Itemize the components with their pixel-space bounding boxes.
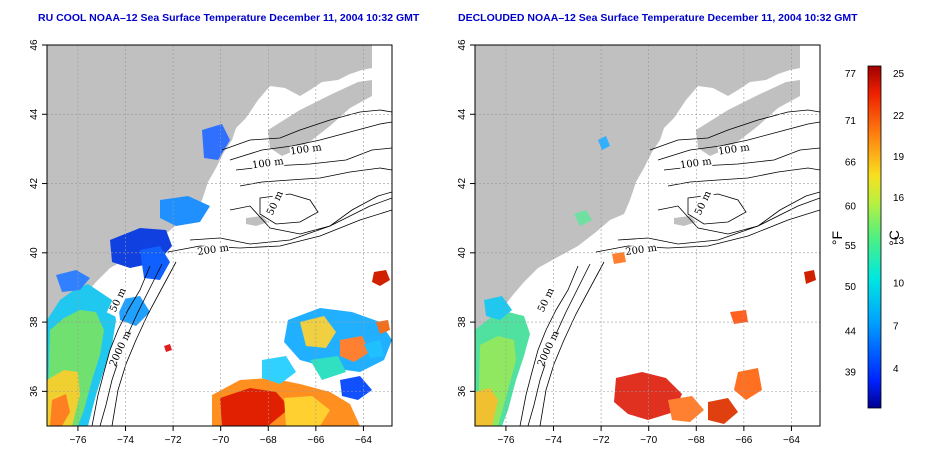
colorbar-c-tick: 22 [893,111,905,122]
map-title-right: DECLOUDED NOAA–12 Sea Surface Temperatur… [458,12,858,24]
x-tick-label: −74 [545,435,562,446]
x-tick-label: −72 [593,435,610,446]
land-island [246,216,268,226]
contour-label-bg [624,242,658,259]
colorbar-f-tick: 44 [845,327,857,338]
contour-label: 100 m [251,156,284,171]
y-axis-left: 36 38 40 42 44 46 [29,39,47,397]
map-panel-right: −76 −74 −72 −70 −68 −66 −64 36 38 40 42 44 46 100 m… [457,39,821,446]
contour-label: 200 m [197,243,230,258]
y-axis-right: 36 38 40 42 44 46 [457,39,475,397]
contour-label: 200 m [625,243,658,258]
y-tick-label: 46 [29,39,40,51]
contour-label-bg [679,156,713,172]
x-tick-label: −70 [212,435,229,446]
x-tick-label: −66 [307,435,324,446]
x-tick-label: −68 [260,435,277,446]
grid-lines-left [47,45,392,426]
colorbar-c-tick: 13 [893,236,905,247]
map-frame-right [474,44,821,427]
x-tick-label: −76 [69,435,86,446]
colorbar-c-tick: 19 [893,152,905,163]
y-tick-label: 40 [29,247,40,259]
y-tick-label: 40 [457,247,468,259]
sst-data-left [47,124,392,426]
contour-label-bg [537,331,561,366]
x-tick-label: −74 [117,435,134,446]
contour-label-bg [106,283,131,318]
colorbar-celsius-ticks: 25 22 19 16 13 10 7 4 [893,69,905,375]
y-tick-label: 42 [29,178,40,190]
land-mass [47,45,372,395]
contour-label-bg [289,142,323,158]
y-tick-label: 36 [457,385,468,397]
x-tick-label: −76 [497,435,514,446]
colorbar-c-tick: 16 [893,193,905,204]
x-tick-label: −66 [735,435,752,446]
colorbar-f-tick: 39 [845,368,857,379]
land-mass [475,45,800,395]
colorbar-f-tick: 55 [845,241,857,252]
contour-label: 100 m [679,156,712,171]
land-nova-scotia [268,80,372,156]
colorbar-f-tick: 60 [845,202,857,213]
celsius-unit-label: °C [886,230,902,246]
map-frame-left [46,44,393,427]
y-tick-label: 44 [29,108,40,120]
x-tick-label: −72 [165,435,182,446]
map-panel-left: −76 −74 −72 −70 −68 −66 −64 36 38 40 42 44 46 100 m… [29,39,393,446]
x-tick-label: −64 [355,435,372,446]
sst-data-right [475,136,816,426]
fahrenheit-unit-label: °F [829,231,845,245]
colorbar-f-tick: 71 [845,116,857,127]
y-tick-label: 38 [29,316,40,328]
x-tick-label: −68 [688,435,705,446]
colorbar-f-tick: 50 [845,282,857,293]
x-axis-left: −76 −74 −72 −70 −68 −66 −64 [69,426,372,446]
colorbar-f-tick: 77 [845,69,857,80]
contour-label-bg [691,186,716,221]
colorbar-c-tick: 4 [893,364,899,375]
y-tick-label: 38 [457,316,468,328]
contour-label-bg [717,142,751,158]
colorbar-gradient [867,65,882,409]
y-tick-label: 44 [457,108,468,120]
map-title-left: RU COOL NOAA–12 Sea Surface Temperature … [38,12,420,24]
x-tick-label: −64 [783,435,800,446]
contour-label: 100 m [718,142,751,157]
contour-label-bg [109,331,133,366]
colorbar-fahrenheit-ticks: 77 71 66 60 55 50 44 39 [845,69,857,379]
contour-label: 100 m [290,142,323,157]
x-tick-label: −70 [640,435,657,446]
y-tick-label: 42 [457,178,468,190]
colorbar: 77 71 66 60 55 50 44 39 25 22 19 16 13 10 7 4 °F °C [829,65,905,409]
colorbar-c-tick: 7 [893,321,899,332]
colorbar-f-tick: 66 [845,157,857,168]
colorbar-c-tick: 25 [893,69,905,80]
contour-label-bg [251,156,285,172]
colorbar-c-tick: 10 [893,279,905,290]
contour-label-bg [263,186,288,221]
land-island [674,216,696,226]
x-axis-right: −76 −74 −72 −70 −68 −66 −64 [497,426,800,446]
contour-label-bg [534,283,559,318]
y-tick-label: 46 [457,39,468,51]
grid-lines-right [475,45,820,426]
y-tick-label: 36 [29,385,40,397]
land-nova-scotia [696,80,800,156]
contour-label-bg [196,242,230,259]
